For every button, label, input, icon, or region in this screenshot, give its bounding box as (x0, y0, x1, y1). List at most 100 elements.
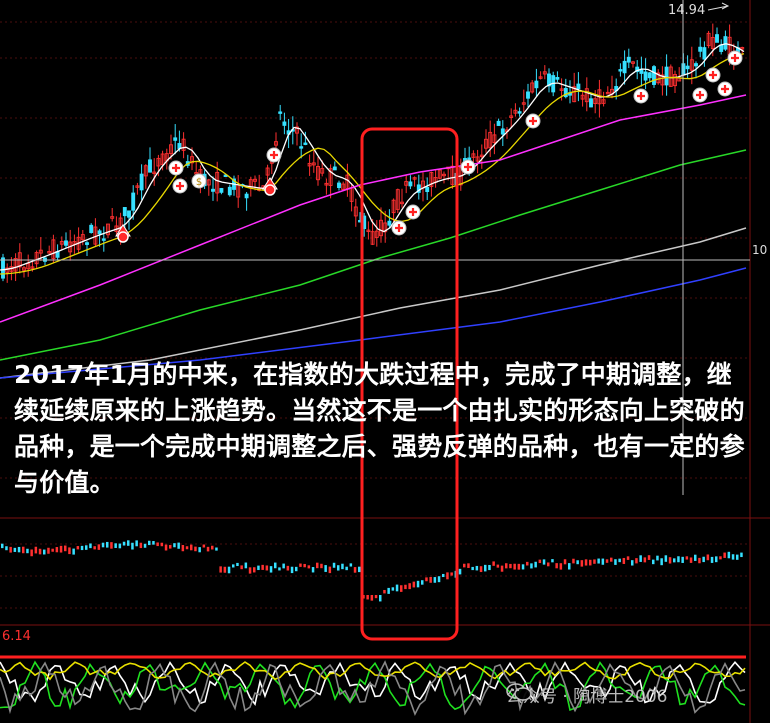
indicator-bar (274, 562, 277, 569)
indicator-bar (358, 566, 361, 573)
indicator-bar (118, 543, 122, 549)
indicator-bar (496, 564, 500, 568)
indicator-bar (509, 563, 512, 569)
indicator-bar (1, 543, 4, 549)
indicator-bar (542, 559, 546, 565)
indicator-bar (248, 567, 252, 574)
indicator-bar (513, 563, 516, 570)
candle-body (488, 131, 493, 149)
indicator-value-label: 6.14 (2, 629, 31, 644)
oscillator-gray-line (0, 660, 746, 716)
indicator-bar (656, 555, 659, 561)
candle-body (547, 73, 551, 87)
candle-body (437, 169, 442, 179)
indicator-bar (471, 566, 474, 571)
indicator-bar (190, 544, 193, 551)
candle-body (211, 188, 215, 192)
candle-body (673, 74, 677, 87)
indicator-bar (442, 573, 445, 578)
indicator-bar (17, 546, 21, 553)
indicator-bar (601, 558, 605, 565)
candle-body (206, 179, 211, 186)
indicator-bar (379, 595, 382, 602)
indicator-bar (47, 547, 50, 554)
candle-body (517, 111, 522, 114)
candle-body (635, 66, 640, 73)
indicator-bar (576, 560, 579, 565)
candle-body (47, 251, 52, 254)
candle-body (324, 182, 329, 186)
indicator-bar (374, 595, 378, 599)
ma20-line (0, 94, 747, 323)
plus-icon (395, 224, 403, 232)
indicator-bar (530, 563, 533, 569)
candle-body (30, 266, 35, 269)
candle-body (374, 230, 379, 238)
indicator-bar (605, 559, 609, 563)
indicator-bar (278, 567, 281, 571)
candle-body (404, 181, 409, 186)
candle-body (694, 63, 698, 67)
indicator-bar (534, 561, 537, 568)
candle-body (265, 167, 270, 176)
indicator-bar (202, 544, 206, 548)
oscillator-green-line (0, 660, 746, 712)
indicator-bar (22, 546, 25, 554)
indicator-bar (51, 548, 54, 552)
candle-body (311, 162, 316, 166)
candle-body (244, 193, 249, 199)
candle-body (668, 66, 673, 87)
indicator-bar (185, 546, 189, 550)
oscillator-white-line (0, 660, 746, 707)
indicator-bar (156, 542, 159, 547)
candle-body (618, 69, 623, 72)
indicator-bar (64, 545, 67, 552)
indicator-bar (93, 546, 96, 550)
indicator-bar (148, 540, 151, 546)
indicator-bar (324, 565, 327, 572)
candle-body (584, 88, 589, 103)
candle-body (400, 201, 404, 205)
indicator-bar (34, 546, 38, 554)
indicator-bar (114, 543, 117, 548)
indicator-bar (223, 566, 227, 573)
candle-body (475, 156, 480, 162)
indicator-bar (68, 547, 71, 555)
candle-body (715, 34, 719, 43)
indicator-bar (421, 580, 424, 585)
indicator-bar (689, 557, 693, 563)
candle-body (660, 74, 665, 86)
oscillator-yellow-line (0, 661, 746, 681)
candle-body (1, 257, 5, 279)
indicator-bar (551, 559, 554, 563)
indicator-bar (433, 577, 437, 583)
candle-body (496, 120, 501, 126)
candle-body (572, 86, 577, 103)
indicator-bar (370, 595, 374, 601)
indicator-bar (572, 558, 575, 564)
candle-body (278, 111, 283, 114)
indicator-bar (307, 565, 311, 569)
indicator-bar (286, 565, 290, 571)
plus-icon (176, 182, 184, 190)
candle-body (664, 66, 669, 86)
indicator-bar (521, 564, 525, 570)
indicator-bar (232, 564, 235, 568)
candle-body (328, 168, 333, 186)
candle-body (656, 72, 661, 84)
candle-body (626, 56, 631, 63)
indicator-bar (80, 545, 84, 551)
candle-body (181, 138, 186, 151)
indicator-bar (652, 559, 655, 565)
ma250-line (0, 267, 747, 379)
indicator-bar (685, 556, 689, 560)
indicator-bar (173, 543, 176, 548)
indicator-bar (635, 558, 638, 564)
candle-body (631, 61, 635, 64)
indicator-bar (450, 572, 453, 576)
indicator-bar (429, 576, 432, 583)
candle-body (370, 231, 375, 245)
indicator-bar (135, 540, 138, 547)
indicator-bar (740, 552, 743, 558)
candle-body (395, 189, 400, 210)
